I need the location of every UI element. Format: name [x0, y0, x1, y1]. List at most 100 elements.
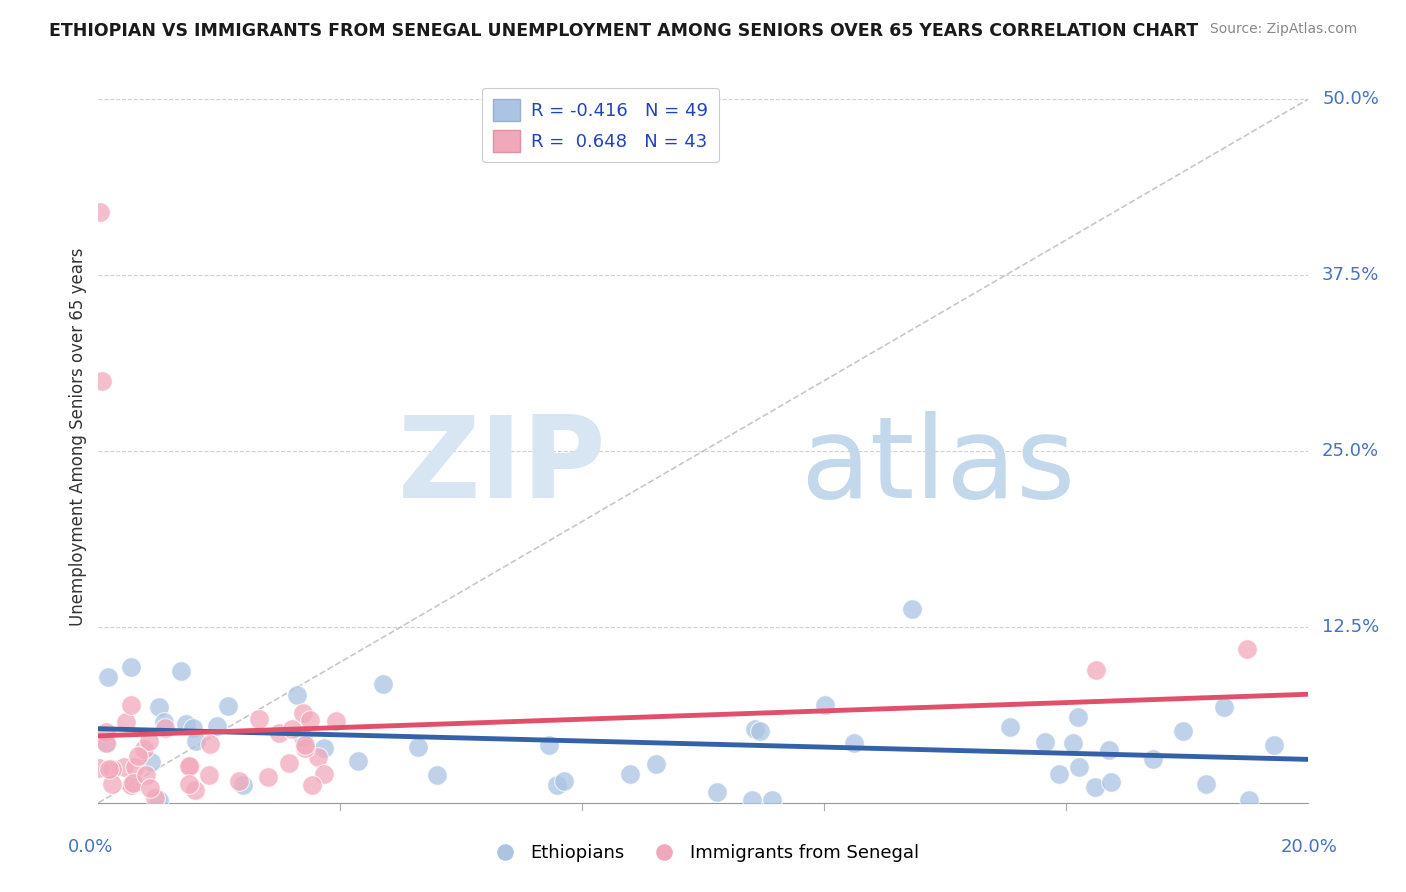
Legend: Ethiopians, Immigrants from Senegal: Ethiopians, Immigrants from Senegal	[479, 838, 927, 870]
Point	[112, 760, 135, 774]
Point	[179, 759, 201, 773]
Point	[1033, 735, 1056, 749]
Point	[1173, 724, 1195, 739]
Point	[101, 777, 124, 791]
Point	[96, 736, 118, 750]
Point	[96, 724, 118, 739]
Point	[346, 754, 368, 768]
Text: 50.0%: 50.0%	[1322, 90, 1379, 109]
Point	[148, 699, 170, 714]
Point	[90, 374, 112, 388]
Point	[619, 766, 641, 780]
Point	[1085, 664, 1108, 678]
Point	[198, 737, 221, 751]
Point	[217, 698, 239, 713]
Point	[1236, 642, 1258, 657]
Point	[844, 736, 866, 750]
Point	[228, 774, 250, 789]
Point	[1069, 760, 1091, 774]
Point	[325, 714, 347, 729]
Point	[120, 778, 142, 792]
Text: ZIP: ZIP	[398, 411, 606, 522]
Point	[901, 601, 924, 615]
Point	[139, 780, 162, 795]
Point	[294, 741, 316, 756]
Point	[1237, 793, 1260, 807]
Point	[127, 748, 149, 763]
Point	[1066, 710, 1088, 724]
Point	[1263, 738, 1285, 752]
Point	[761, 793, 783, 807]
Point	[138, 734, 160, 748]
Point	[294, 739, 316, 753]
Point	[278, 756, 301, 770]
Point	[101, 762, 124, 776]
Point	[169, 664, 191, 678]
Point	[134, 742, 156, 756]
Text: Source: ZipAtlas.com: Source: ZipAtlas.com	[1209, 22, 1357, 37]
Point	[124, 760, 146, 774]
Point	[1000, 720, 1022, 734]
Point	[292, 706, 315, 721]
Point	[135, 767, 157, 781]
Point	[197, 768, 219, 782]
Text: ETHIOPIAN VS IMMIGRANTS FROM SENEGAL UNEMPLOYMENT AMONG SENIORS OVER 65 YEARS CO: ETHIOPIAN VS IMMIGRANTS FROM SENEGAL UNE…	[49, 22, 1198, 40]
Point	[97, 670, 120, 684]
Text: atlas: atlas	[800, 411, 1076, 522]
Y-axis label: Unemployment Among Seniors over 65 years: Unemployment Among Seniors over 65 years	[69, 248, 87, 626]
Point	[814, 698, 837, 712]
Point	[141, 755, 163, 769]
Point	[143, 790, 166, 805]
Point	[1047, 767, 1070, 781]
Point	[538, 738, 561, 752]
Point	[281, 722, 304, 736]
Point	[312, 740, 335, 755]
Point	[115, 715, 138, 730]
Point	[307, 749, 329, 764]
Point	[122, 776, 145, 790]
Text: 0.0%: 0.0%	[69, 838, 114, 856]
Point	[301, 778, 323, 792]
Point	[744, 723, 766, 737]
Point	[1142, 752, 1164, 766]
Point	[285, 688, 308, 702]
Point	[152, 714, 174, 729]
Point	[1099, 774, 1122, 789]
Point	[120, 659, 142, 673]
Text: 37.5%: 37.5%	[1322, 267, 1379, 285]
Point	[553, 773, 575, 788]
Point	[232, 778, 254, 792]
Point	[1062, 736, 1084, 750]
Text: 20.0%: 20.0%	[1281, 838, 1339, 856]
Point	[312, 766, 335, 780]
Point	[205, 719, 228, 733]
Point	[96, 736, 118, 750]
Point	[97, 762, 120, 776]
Text: 12.5%: 12.5%	[1322, 618, 1379, 636]
Point	[184, 734, 207, 748]
Point	[749, 724, 772, 739]
Point	[1195, 777, 1218, 791]
Text: 25.0%: 25.0%	[1322, 442, 1379, 460]
Point	[291, 731, 314, 745]
Point	[148, 793, 170, 807]
Point	[373, 676, 395, 690]
Point	[269, 725, 291, 739]
Point	[408, 739, 430, 754]
Point	[1212, 700, 1234, 714]
Point	[181, 721, 204, 735]
Point	[256, 770, 278, 784]
Point	[741, 793, 763, 807]
Point	[177, 777, 200, 791]
Point	[1098, 742, 1121, 756]
Point	[706, 785, 728, 799]
Point	[89, 205, 111, 219]
Point	[174, 717, 197, 731]
Point	[1084, 780, 1107, 794]
Legend: R = -0.416   N = 49, R =  0.648   N = 43: R = -0.416 N = 49, R = 0.648 N = 43	[482, 87, 718, 162]
Point	[155, 721, 177, 735]
Point	[299, 713, 322, 727]
Point	[645, 756, 668, 771]
Point	[179, 759, 201, 773]
Point	[120, 698, 142, 712]
